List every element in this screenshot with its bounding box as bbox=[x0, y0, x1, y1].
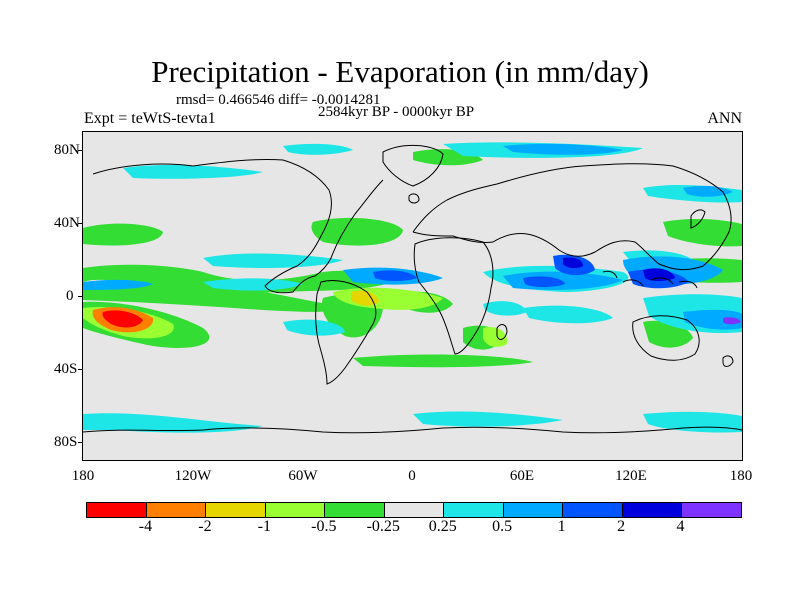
colorbar-swatch bbox=[503, 503, 564, 517]
natlantic-green bbox=[311, 217, 403, 246]
indian-south-cyan bbox=[483, 301, 527, 316]
sam-yellow bbox=[351, 290, 379, 306]
australia-coast bbox=[632, 315, 700, 361]
wp-navy bbox=[643, 268, 675, 281]
colorbar-label: 2 bbox=[617, 518, 626, 535]
colorbar-label: -2 bbox=[198, 518, 212, 535]
map-plot-area bbox=[82, 131, 743, 461]
nw-pacific-purple bbox=[723, 317, 741, 325]
colorbar-swatch bbox=[682, 503, 742, 517]
colorbar-swatch bbox=[622, 503, 683, 517]
band-itcz-green bbox=[83, 280, 345, 312]
lon-label-180e: 180 bbox=[729, 468, 753, 484]
lon-label-120e: 120E bbox=[615, 468, 647, 484]
lon-label-60w: 60W bbox=[288, 468, 318, 484]
south-america-coast bbox=[315, 279, 377, 385]
uk-coast bbox=[408, 193, 420, 204]
lon-label-60e: 60E bbox=[509, 468, 535, 484]
japan-coast bbox=[690, 209, 706, 229]
map-svg bbox=[83, 132, 742, 460]
southern-green bbox=[353, 354, 533, 368]
colorbar-label: -4 bbox=[138, 518, 153, 535]
atlantic-dblue bbox=[373, 270, 417, 281]
spacific-red bbox=[102, 310, 143, 328]
coastlines bbox=[83, 144, 742, 434]
field-blue bbox=[83, 143, 742, 330]
antarctic-cyan-1 bbox=[83, 413, 263, 433]
arctic-cyan bbox=[283, 143, 353, 155]
colorbar-swatch bbox=[146, 503, 207, 517]
io-dblue bbox=[523, 276, 565, 287]
north-blue bbox=[503, 143, 623, 155]
lat-label-40n: 40N bbox=[54, 215, 80, 231]
colorbar-swatch bbox=[87, 503, 147, 517]
npac-blue bbox=[683, 185, 733, 197]
nepacific-green bbox=[83, 223, 163, 246]
north-cyan-1 bbox=[123, 165, 263, 179]
lat-label-80s: 80S bbox=[54, 434, 78, 450]
stats-label: rmsd= 0.466546 diff= -0.0014281 bbox=[176, 92, 381, 108]
colorbar-swatch bbox=[384, 503, 445, 517]
lat-tick bbox=[78, 150, 83, 151]
period-label: 2584kyr BP - 0000kyr BP bbox=[318, 104, 475, 120]
colorbar-swatch bbox=[325, 503, 385, 517]
lat-label-80n: 80N bbox=[54, 142, 80, 158]
lon-label-180w: 180 bbox=[71, 468, 95, 484]
lon-label-0: 0 bbox=[408, 468, 416, 484]
colorbar-label: -1 bbox=[257, 518, 272, 535]
lat-label-40s: 40S bbox=[54, 361, 78, 377]
field-green bbox=[83, 149, 742, 368]
colorbar-label: -0.25 bbox=[366, 518, 400, 535]
south-cyan-1 bbox=[283, 319, 345, 336]
colorbar bbox=[86, 502, 742, 518]
field-navy bbox=[563, 257, 675, 281]
antarctica-coast bbox=[83, 426, 742, 434]
colorbar-swatch bbox=[563, 503, 623, 517]
indian-lightgreen bbox=[483, 326, 508, 347]
lat-tick bbox=[78, 296, 83, 297]
lat-tick bbox=[78, 223, 83, 224]
spacific-blue bbox=[683, 309, 742, 330]
field-red bbox=[102, 310, 143, 328]
greenland-coast bbox=[382, 144, 444, 187]
lat-tick bbox=[78, 369, 83, 370]
colorbar-label: 1 bbox=[557, 518, 566, 535]
field-purple bbox=[723, 317, 741, 325]
colorbar-label: 0.5 bbox=[492, 518, 513, 535]
lon-label-120w: 120W bbox=[174, 468, 212, 484]
colorbar-label: 0.25 bbox=[428, 518, 457, 535]
bob-navy bbox=[563, 257, 583, 269]
epacific-cyan bbox=[203, 278, 303, 291]
colorbar-label: 4 bbox=[676, 518, 685, 535]
madagascar-coast bbox=[496, 324, 508, 340]
experiment-label: Expt = teWtS-tevta1 bbox=[84, 110, 216, 127]
colorbar-swatch bbox=[265, 503, 326, 517]
north-america-coast bbox=[92, 158, 384, 294]
colorbar-swatch bbox=[444, 503, 504, 517]
season-label: ANN bbox=[707, 110, 742, 127]
newzealand-coast bbox=[722, 355, 734, 367]
chart-title: Precipitation - Evaporation (in mm/day) bbox=[151, 54, 649, 89]
npacific-east-green bbox=[663, 218, 742, 247]
colorbar-swatch bbox=[206, 503, 266, 517]
epacific-blue bbox=[83, 279, 153, 290]
colorbar-label: -0.5 bbox=[311, 518, 337, 535]
europe-asia-coast bbox=[412, 163, 732, 271]
antarctic-cyan-2 bbox=[413, 411, 563, 427]
lat-tick bbox=[78, 442, 83, 443]
lat-label-0: 0 bbox=[66, 288, 74, 304]
maritime-islands bbox=[602, 270, 698, 289]
south-cyan-2 bbox=[523, 305, 613, 324]
